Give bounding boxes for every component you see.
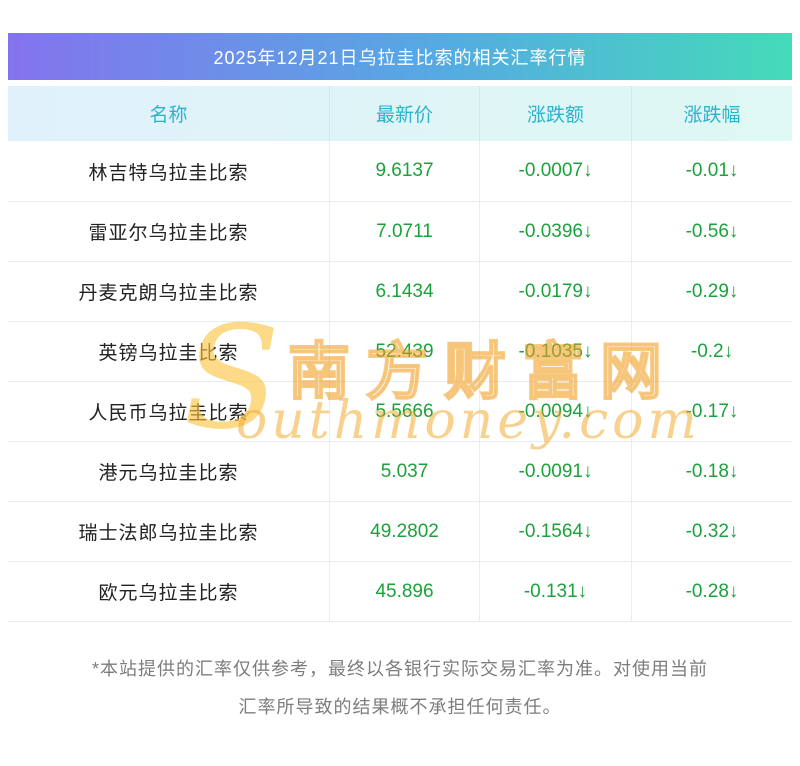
row-price: 45.896 [330,562,480,621]
page-title: 2025年12月21日乌拉圭比索的相关汇率行情 [213,47,587,68]
column-header-percent: 涨跌幅 [683,105,741,126]
row-percent: -0.32↓ [685,520,739,542]
row-change: -0.131↓ [480,562,632,621]
row-change: -0.0179↓ [480,262,632,321]
disclaimer: *本站提供的汇率仅供参考，最终以各银行实际交易汇率为准。对使用当前 汇率所导致的… [0,650,800,726]
row-change: -0.0007↓ [480,141,632,201]
row-change: -0.0094↓ [480,382,632,441]
row-name: 雷亚尔乌拉圭比索 [8,202,330,261]
row-percent: -0.28↓ [685,580,739,602]
row-price: 5.037 [330,442,480,501]
row-name: 林吉特乌拉圭比索 [8,141,330,201]
row-change: -0.1035↓ [480,322,632,381]
row-percent: -0.01↓ [685,160,739,181]
table-body: 林吉特乌拉圭比索 9.6137 -0.0007↓ -0.01↓ 雷亚尔乌拉圭比索… [8,141,792,621]
row-change: -0.1564↓ [480,502,632,561]
column-header-change: 涨跌额 [480,86,632,141]
page-title-banner: 2025年12月21日乌拉圭比索的相关汇率行情 [8,33,792,80]
table-row: 欧元乌拉圭比索 45.896 -0.131↓ -0.28↓ [8,561,792,621]
table-row: 人民币乌拉圭比索 5.5666 -0.0094↓ -0.17↓ [8,381,792,441]
table-row: 瑞士法郎乌拉圭比索 49.2802 -0.1564↓ -0.32↓ [8,501,792,561]
exchange-rate-page: 2025年12月21日乌拉圭比索的相关汇率行情 名称 最新价 涨跌额 涨跌幅 林… [0,33,800,766]
column-header-price: 最新价 [330,86,480,141]
table-row: 林吉特乌拉圭比索 9.6137 -0.0007↓ -0.01↓ [8,141,792,201]
disclaimer-line-2: 汇率所导致的结果概不承担任何责任。 [238,697,562,717]
disclaimer-line-1: *本站提供的汇率仅供参考，最终以各银行实际交易汇率为准。对使用当前 [91,659,708,679]
row-percent: -0.56↓ [685,220,739,242]
row-price: 49.2802 [330,502,480,561]
row-name: 港元乌拉圭比索 [8,442,330,501]
column-header-name: 名称 [8,86,330,141]
table-row: 港元乌拉圭比索 5.037 -0.0091↓ -0.18↓ [8,441,792,501]
row-percent: -0.29↓ [685,280,739,302]
row-percent: -0.18↓ [685,460,739,482]
table-row: 英镑乌拉圭比索 52.439 -0.1035↓ -0.2↓ [8,321,792,381]
row-percent: -0.17↓ [685,400,739,422]
row-name: 欧元乌拉圭比索 [8,562,330,621]
row-price: 52.439 [330,322,480,381]
row-change: -0.0091↓ [480,442,632,501]
row-price: 6.1434 [330,262,480,321]
table-header-row: 名称 最新价 涨跌额 涨跌幅 [8,86,792,141]
row-name: 英镑乌拉圭比索 [8,322,330,381]
row-price: 9.6137 [330,141,480,201]
row-change: -0.0396↓ [480,202,632,261]
row-price: 5.5666 [330,382,480,441]
row-name: 丹麦克朗乌拉圭比索 [8,262,330,321]
table-row: 雷亚尔乌拉圭比索 7.0711 -0.0396↓ -0.56↓ [8,201,792,261]
row-percent: -0.2↓ [690,340,734,362]
row-name: 人民币乌拉圭比索 [8,382,330,441]
row-name: 瑞士法郎乌拉圭比索 [8,502,330,561]
row-price: 7.0711 [330,202,480,261]
exchange-rate-table: 名称 最新价 涨跌额 涨跌幅 林吉特乌拉圭比索 9.6137 -0.0007↓ … [8,86,792,622]
table-row: 丹麦克朗乌拉圭比索 6.1434 -0.0179↓ -0.29↓ [8,261,792,321]
